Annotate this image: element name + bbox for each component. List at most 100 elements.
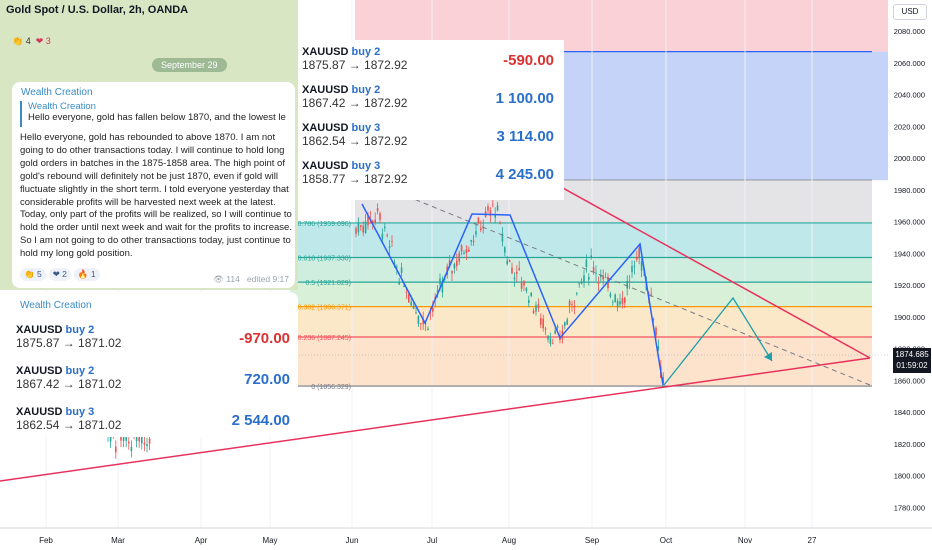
time-tick-label: Jun: [346, 536, 359, 545]
candle-body: [477, 217, 480, 223]
candle-body: [597, 283, 600, 284]
candle-body: [576, 293, 578, 295]
time-tick-label: Sep: [585, 536, 600, 545]
reply-quote[interactable]: Wealth Creation Hello everyone, gold has…: [20, 101, 286, 127]
candle-body: [523, 281, 525, 286]
candle-body: [554, 330, 556, 334]
candle-body: [492, 204, 494, 206]
candle-body: [148, 438, 151, 444]
candle-body: [415, 312, 417, 314]
candle-body: [504, 247, 506, 253]
time-tick-label: Nov: [738, 536, 752, 545]
candle-body: [468, 249, 470, 252]
time-tick-label: Mar: [111, 536, 125, 545]
symbol-title: Gold Spot / U.S. Dollar, 2h, OANDA: [6, 4, 189, 16]
price-tick-label: 2060.000: [894, 59, 925, 68]
candle-body: [540, 318, 542, 325]
candle-body: [537, 304, 540, 309]
candle-body: [410, 301, 412, 306]
price-tick-label: 1920.000: [894, 281, 925, 290]
candle-body: [501, 233, 504, 242]
candle-body: [600, 275, 602, 277]
candle-body: [138, 436, 140, 442]
candle-body: [451, 270, 453, 274]
candle-body: [583, 275, 585, 283]
top-reactions: 👏 4 ❤ 3: [12, 36, 51, 47]
reaction-fire[interactable]: 🔥 1: [73, 268, 100, 281]
trade-symbol: XAUUSD buy 2: [16, 324, 95, 336]
candle-body: [412, 305, 415, 309]
message-author[interactable]: Wealth Creation: [20, 300, 92, 311]
candle-body: [422, 318, 424, 325]
candle-body: [573, 305, 576, 308]
price-tick-label: 2080.000: [894, 27, 925, 36]
candle-body: [465, 249, 468, 253]
candle-body: [496, 205, 499, 211]
candle-body: [391, 241, 393, 242]
projection-arrowhead: [764, 352, 772, 361]
candle-body: [115, 446, 117, 453]
candle-body: [376, 208, 379, 212]
trade-row: XAUUSD buy 3 1858.77 → 1872.92 4 245.00: [302, 160, 560, 198]
candle-body: [595, 272, 597, 274]
candle-body: [388, 246, 391, 248]
candle-body: [427, 328, 429, 331]
candle-body: [109, 436, 112, 442]
candle-body: [580, 281, 583, 284]
candle-body: [143, 442, 146, 445]
candle-body: [441, 280, 444, 293]
reaction-clap[interactable]: 👏 5: [20, 268, 46, 281]
currency-button[interactable]: USD: [893, 4, 927, 20]
candle-body: [487, 206, 489, 211]
reaction-heart[interactable]: ❤ 2: [48, 268, 71, 281]
candle-body: [547, 335, 549, 340]
candle-body: [528, 299, 530, 303]
candle-body: [568, 300, 571, 306]
price-tick-label: 1780.000: [894, 503, 925, 512]
candle-body: [602, 275, 604, 280]
candle-body: [588, 277, 590, 280]
reaction-clap[interactable]: 👏 4: [12, 36, 31, 46]
price-tick-label: 1940.000: [894, 249, 925, 258]
trade-profit: 1 100.00: [495, 90, 554, 107]
candle-body: [436, 290, 439, 292]
candle-body: [355, 228, 357, 234]
fib-band: [290, 222, 872, 258]
candle-body: [386, 235, 388, 237]
quote-author: Wealth Creation: [28, 101, 96, 112]
reaction-heart[interactable]: ❤ 3: [35, 36, 51, 46]
candle-body: [614, 294, 616, 303]
candle-body: [458, 253, 460, 262]
trade-row: XAUUSD buy 3 1862.54 → 1872.92 3 114.00: [302, 122, 560, 160]
message-meta: 👁 114 edited 9:17: [213, 274, 289, 285]
candle-body: [125, 434, 127, 441]
message-author[interactable]: Wealth Creation: [21, 87, 93, 98]
candle-body: [456, 260, 458, 267]
message-bubble[interactable]: Wealth Creation Wealth Creation Hello ev…: [12, 82, 295, 288]
trade-symbol: XAUUSD buy 3: [302, 122, 381, 134]
candle-body: [384, 226, 386, 229]
bar-countdown: 01:59:02: [896, 361, 928, 370]
candle-body: [362, 225, 364, 233]
trade-route: 1858.77 → 1872.92: [302, 172, 408, 186]
candle-body: [564, 322, 566, 326]
trade-row: XAUUSD buy 2 1867.42 → 1871.02 720.00: [16, 365, 294, 406]
candle-body: [530, 292, 532, 297]
price-tick-label: 2040.000: [894, 91, 925, 100]
candle-body: [475, 231, 477, 235]
candle-body: [552, 343, 554, 345]
trade-profit: -970.00: [239, 330, 290, 347]
price-tick-label: 1840.000: [894, 408, 925, 417]
candle-body: [518, 268, 520, 271]
trade-profit: 3 114.00: [496, 128, 554, 145]
candle-body: [566, 319, 568, 325]
price-tick-label: 1900.000: [894, 313, 925, 322]
candle-body: [516, 271, 518, 274]
candle-body: [571, 303, 573, 305]
trade-row: XAUUSD buy 2 1867.42 → 1872.92 1 100.00: [302, 84, 560, 122]
candle-body: [381, 233, 384, 239]
trade-route: 1875.87 → 1872.92: [302, 58, 408, 72]
candle-body: [460, 245, 463, 252]
price-tick-label: 1860.000: [894, 376, 925, 385]
